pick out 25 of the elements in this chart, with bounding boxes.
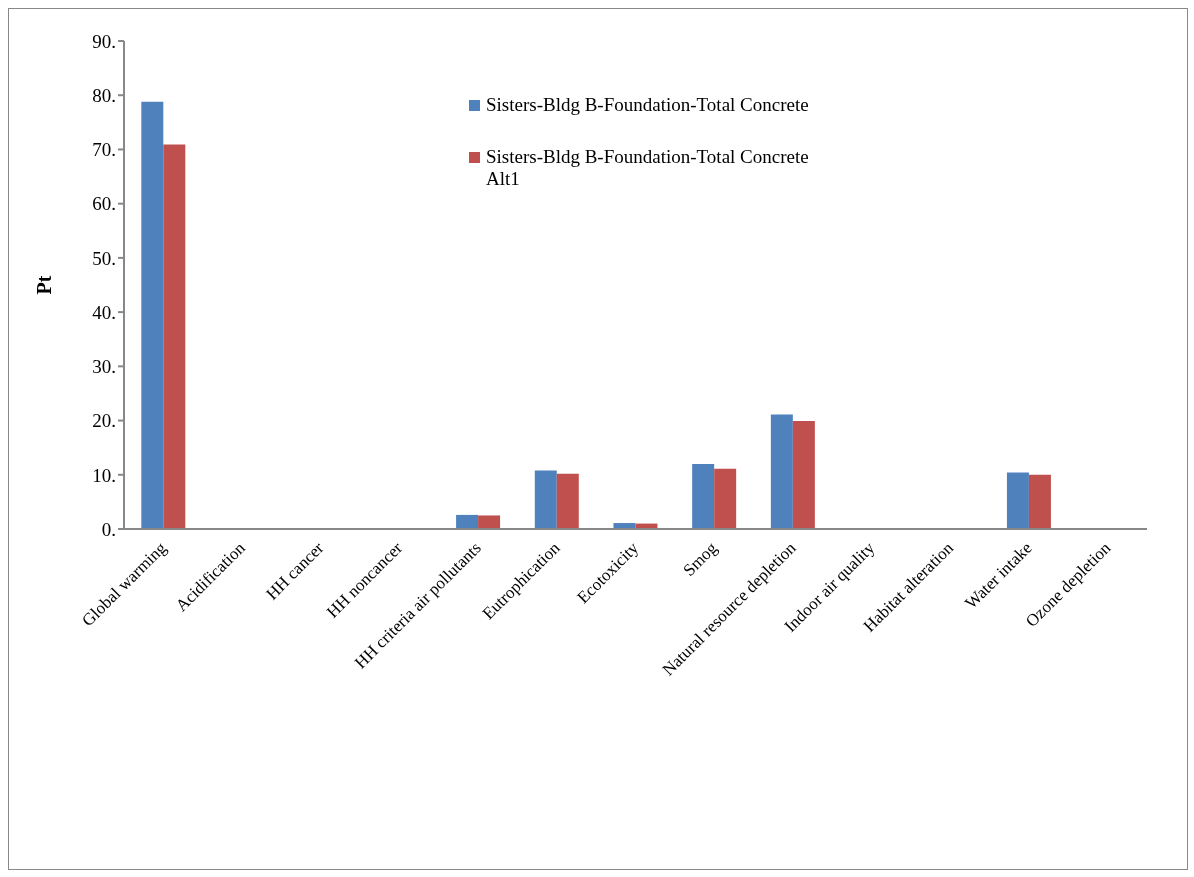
legend-label: Sisters-Bldg B-Foundation-Total Concrete — [486, 94, 809, 116]
bar — [692, 463, 715, 529]
bar — [792, 421, 815, 529]
legend-label: Sisters-Bldg B-Foundation-Total Concrete Alt1 — [486, 146, 810, 190]
bar — [456, 514, 479, 529]
y-tick-label: 10. — [92, 464, 116, 486]
y-tick-label: 30. — [92, 356, 116, 378]
y-tick-label: 90. — [92, 30, 116, 52]
y-tick-label: 20. — [92, 410, 116, 432]
bar — [714, 468, 737, 529]
bar — [1028, 474, 1051, 529]
bar — [1006, 472, 1029, 529]
bar — [478, 515, 501, 529]
y-tick-label: 50. — [92, 247, 116, 269]
bar — [163, 144, 186, 529]
y-axis-title: Pt — [33, 275, 56, 295]
y-tick-label: 60. — [92, 193, 116, 215]
bar — [556, 473, 579, 529]
bar — [141, 101, 164, 529]
y-tick-label: 40. — [92, 301, 116, 323]
y-tick-label: 80. — [92, 84, 116, 106]
y-tick-label: 0. — [101, 518, 116, 540]
bar — [534, 470, 557, 529]
bar — [770, 414, 793, 529]
y-tick-label: 70. — [92, 139, 116, 161]
